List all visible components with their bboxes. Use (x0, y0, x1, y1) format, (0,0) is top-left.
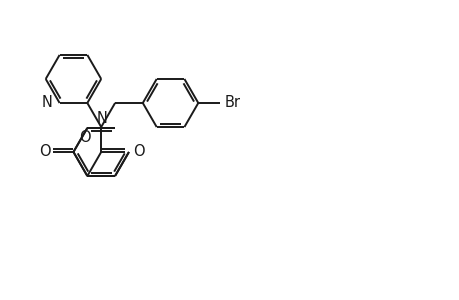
Text: O: O (132, 145, 144, 160)
Text: Br: Br (224, 95, 240, 110)
Text: N: N (42, 95, 52, 110)
Text: O: O (79, 130, 91, 146)
Text: N: N (96, 111, 107, 126)
Text: O: O (39, 145, 50, 160)
